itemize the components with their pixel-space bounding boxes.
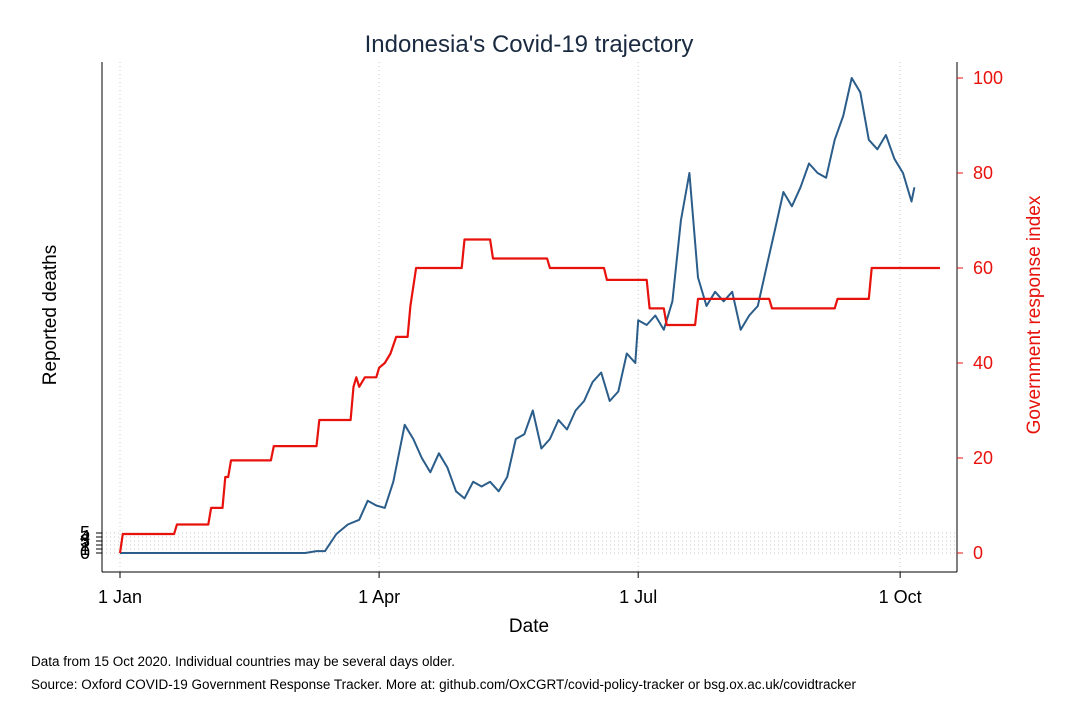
y-right-tick-label: 100 <box>973 68 1003 88</box>
y-right-tick-label: 40 <box>973 353 993 373</box>
series-line-government_response_index <box>118 238 940 554</box>
y-axis-label-left: Reported deaths <box>40 245 61 386</box>
grid <box>102 62 957 572</box>
chart-title: Indonesia's Covid-19 trajectory <box>365 31 694 58</box>
y-left-tick-label: 2 <box>80 535 90 555</box>
footer-note-date: Data from 15 Oct 2020. Individual countr… <box>31 654 455 669</box>
axes <box>101 62 958 573</box>
y-left-tick-label: 0 <box>80 543 90 563</box>
y-left-tick-label: 4 <box>80 527 90 547</box>
x-tick-label: 1 Jul <box>619 587 657 607</box>
y-axis-label-right: Government response index <box>1024 195 1045 434</box>
y-left-tick-label: 1 <box>80 539 90 559</box>
y-right-tick-label: 20 <box>973 448 993 468</box>
y-left-tick-label: 3 <box>80 531 90 551</box>
y-right-tick-label: 0 <box>973 543 983 563</box>
y-right-tick-label: 60 <box>973 258 993 278</box>
series-layer <box>118 77 940 554</box>
series-line-deaths <box>120 77 916 554</box>
footer-note-source: Source: Oxford COVID-19 Government Respo… <box>31 677 857 692</box>
x-tick-label: 1 Oct <box>879 587 922 607</box>
y-left-tick-label: 5 <box>80 523 90 543</box>
x-tick-label: 1 Apr <box>358 587 400 607</box>
y-right-tick-label: 80 <box>973 163 993 183</box>
x-axis-label: Date <box>509 616 549 637</box>
x-tick-label: 1 Jan <box>98 587 142 607</box>
